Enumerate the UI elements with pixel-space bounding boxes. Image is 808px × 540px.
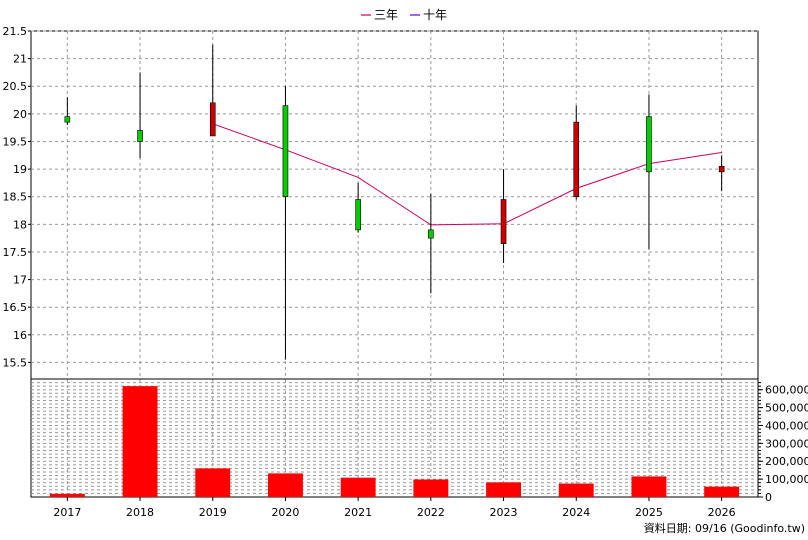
volume-bar [413,479,449,497]
price-tick-label: 19.5 [3,135,28,148]
price-tick-label: 18.5 [3,191,28,204]
candle-body [137,130,143,142]
volume-bar [195,468,231,497]
x-tick-label: 2018 [126,506,154,519]
legend-label: 三年 [374,8,398,22]
candle-body [646,116,652,173]
data-date-source: 資料日期: 09/16 (Goodinfo.tw) [644,521,805,535]
volume-tick-label: 600,000 [765,384,808,397]
x-tick-label: 2022 [417,506,445,519]
price-panel: 15.5 16 16.5 17 17.5 18 18.5 19 19.5 20 20.5 21 21.5 [3,25,759,498]
x-tick-label: 2026 [708,506,736,519]
volume-bar [704,486,740,497]
volume-tick-label: 0 [765,491,772,504]
volume-tick-label: 400,000 [765,419,808,432]
price-tick-label: 19 [13,163,27,176]
candle-body [64,116,71,123]
price-tick-label: 16.5 [3,301,28,314]
volume-bar [122,386,158,497]
x-tick-label: 2025 [635,506,663,519]
volume-tick-label: 100,000 [765,473,808,486]
price-tick-label: 17.5 [3,246,28,259]
plot-frame [30,30,759,498]
x-tick-label: 2021 [344,506,372,519]
candle-body [282,105,289,198]
x-tick-label: 2017 [53,506,81,519]
volume-bar [631,476,667,497]
price-tick-label: 15.5 [3,356,28,369]
price-tick-label: 16 [13,329,27,342]
volume-tick-label: 500,000 [765,402,808,415]
x-tick-label: 2024 [562,506,590,519]
volume-bar [558,483,594,497]
price-tick-label: 17 [13,274,27,287]
price-tick-label: 21 [13,53,27,66]
legend-label: 十年 [423,8,447,22]
volume-bar [49,493,85,497]
volume-bar [268,473,303,497]
volume-tick-label: 200,000 [765,455,808,468]
price-tick-label: 18 [13,218,27,231]
candle-body [355,199,361,231]
candle-body [573,121,580,198]
volume-tick-label: 300,000 [765,437,808,450]
candle-body [500,199,507,244]
legend: 三年 十年 [361,8,447,22]
price-tick-label: 20.5 [3,80,28,93]
x-axis: 2017 2018 2019 2020 2021 2022 2023 2024 2025 2026 [53,497,736,519]
x-tick-label: 2023 [490,506,518,519]
candle-body [428,229,434,239]
volume-panel: 0 100,000 200,000 300,000 400,000 500,000 600,… [31,378,808,504]
three-year-line [212,123,722,226]
x-tick-label: 2019 [199,506,227,519]
price-tick-label: 21.5 [3,25,28,38]
candle-body [209,102,216,137]
price-tick-label: 20 [13,108,27,121]
volume-bar [340,477,376,497]
candle-body [718,166,725,173]
volume-bar [486,482,521,497]
x-tick-label: 2020 [271,506,299,519]
